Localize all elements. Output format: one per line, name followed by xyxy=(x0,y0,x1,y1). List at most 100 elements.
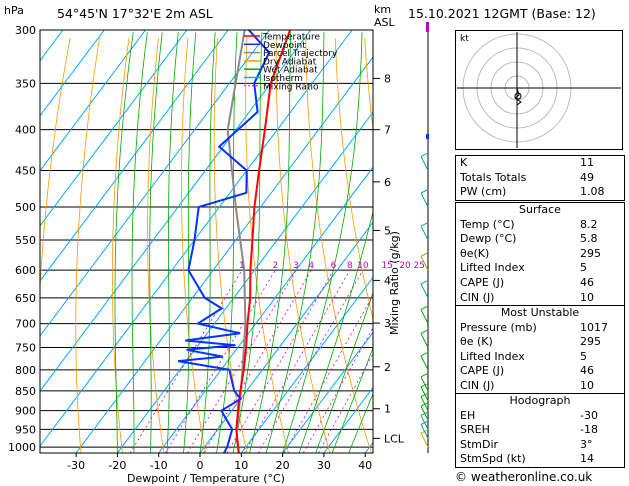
x-axis-label: Dewpoint / Temperature (°C) xyxy=(127,472,285,485)
wet-adiabat xyxy=(232,32,263,453)
km-tick-label: 6 xyxy=(384,176,391,189)
legend-label: Mixing Ratio xyxy=(263,82,319,92)
index-value: 1.08 xyxy=(580,185,605,199)
temperature-tick-label: -10 xyxy=(150,459,168,472)
wind-barb-flag xyxy=(420,252,428,257)
wind-barb xyxy=(420,255,429,271)
wind-barb-flag xyxy=(420,153,428,157)
legend-label: Wet Adiabat xyxy=(263,66,318,76)
mu-value: 5 xyxy=(580,349,587,363)
mu-row: CIN (J) 10 xyxy=(456,379,624,394)
temperature-tick-label: 10 xyxy=(234,459,248,472)
hodo-row: SREH -18 xyxy=(456,423,624,438)
isotherm-line xyxy=(40,30,312,392)
dry-adiabat xyxy=(112,37,130,453)
mixing-ratio-line xyxy=(226,269,334,453)
wind-barb-flag xyxy=(420,222,428,227)
pressure-tick-label: 900 xyxy=(15,405,36,418)
wind-barb xyxy=(420,283,429,299)
wind-barb xyxy=(420,424,429,439)
dry-adiabat xyxy=(364,37,373,132)
dry-adiabat xyxy=(245,37,289,453)
pressure-tick-label: 600 xyxy=(15,264,36,277)
datetime-label: 15.10.2021 12GMT (Base: 12) xyxy=(408,6,596,21)
mu-row: CAPE (J) 46 xyxy=(456,364,624,379)
surface-row: Temp (°C) 8.2 xyxy=(456,218,624,233)
temperature-tick-label: -30 xyxy=(67,459,85,472)
mixing-ratio-label: 15 xyxy=(381,261,392,271)
top-marker xyxy=(426,22,429,32)
hodo-label: EH xyxy=(460,408,476,422)
mixing-ratio-label: 3 xyxy=(293,261,299,271)
isotherm-line xyxy=(40,30,229,282)
legend-label: Dewpoint xyxy=(263,41,306,51)
dry-adiabat xyxy=(181,37,206,453)
surface-row: θe(K) 295 xyxy=(456,247,624,262)
pressure-tick-label: 500 xyxy=(15,201,36,214)
pressure-tick-label: 1000 xyxy=(8,441,36,454)
mu-label: Lifted Index xyxy=(460,349,525,363)
hodo-row: StmSpd (kt) 14 xyxy=(456,452,624,467)
mixing-ratio-label: 20 xyxy=(399,261,411,271)
km-tick-label: 5 xyxy=(384,224,391,237)
storm-motion-marker xyxy=(514,92,522,100)
surface-value: 5 xyxy=(580,261,587,275)
mixing-ratio-label: 1 xyxy=(239,261,245,271)
pressure-tick-label: 300 xyxy=(15,24,36,37)
km-tick-label: 2 xyxy=(384,361,391,374)
wind-barb-flag xyxy=(420,306,428,311)
wet-adiabat xyxy=(166,32,179,453)
hodo-value: 14 xyxy=(580,452,594,466)
wind-barb-flag xyxy=(420,420,428,425)
km-tick-label: LCL xyxy=(384,432,405,445)
isotherm-line xyxy=(240,276,373,453)
pressure-tick-label: 850 xyxy=(15,385,36,398)
isotherm-line xyxy=(40,30,105,117)
mixing-ratio-label: 4 xyxy=(308,261,314,271)
isotherm-line xyxy=(40,30,270,337)
surface-title: Surface xyxy=(519,203,561,216)
temperature-tick-label: -20 xyxy=(108,459,126,472)
km-tick-label: 4 xyxy=(384,274,391,287)
mixing-ratio-line xyxy=(203,269,312,453)
index-value: 11 xyxy=(580,156,594,169)
pressure-tick-label: 700 xyxy=(15,318,36,331)
hodograph-unit: kt xyxy=(460,34,469,44)
wind-barb-flag xyxy=(420,373,428,378)
legend-label: Parcel Trajectory xyxy=(263,49,338,59)
pressure-tick-label: 950 xyxy=(15,423,36,436)
index-label: Totals Totals xyxy=(460,170,527,184)
surface-row: Lifted Index 5 xyxy=(456,261,624,276)
mixing-ratio-line xyxy=(257,269,364,453)
mixing-ratio-label: 6 xyxy=(331,261,337,271)
hodo-value: -18 xyxy=(580,423,598,437)
km-tick-label: 8 xyxy=(384,72,391,85)
dry-adiabat xyxy=(40,37,71,297)
mixing-ratio-label: 10 xyxy=(357,261,369,271)
location-label: 54°45'N 17°32'E 2m ASL xyxy=(57,6,213,21)
isotherm-line xyxy=(158,166,373,453)
pressure-tick-label: 800 xyxy=(15,364,36,377)
legend-label: Temperature xyxy=(262,33,320,43)
wind-barb xyxy=(420,309,429,324)
pressure-tick-label: 650 xyxy=(15,292,36,305)
wet-adiabat xyxy=(131,32,148,453)
dry-adiabat xyxy=(305,37,372,453)
dry-adiabat xyxy=(275,37,331,453)
hodo-row: StmDir 3° xyxy=(456,438,624,453)
mixing-ratio-label: 2 xyxy=(272,261,278,271)
wind-barb xyxy=(420,396,429,411)
mixing-ratio-label: 8 xyxy=(347,261,353,271)
wet-adiabat xyxy=(331,346,373,453)
wind-barb xyxy=(420,415,429,430)
wet-adiabat xyxy=(183,32,197,453)
wet-adiabat xyxy=(149,32,163,453)
wet-adiabat xyxy=(249,32,292,453)
surface-label: CAPE (J) xyxy=(460,275,505,289)
km-tick-label: 3 xyxy=(384,317,391,330)
temperature-tick-label: 0 xyxy=(197,459,204,472)
asl-axis-title: ASL xyxy=(374,16,396,29)
hpa-axis-title: hPa xyxy=(4,4,24,17)
